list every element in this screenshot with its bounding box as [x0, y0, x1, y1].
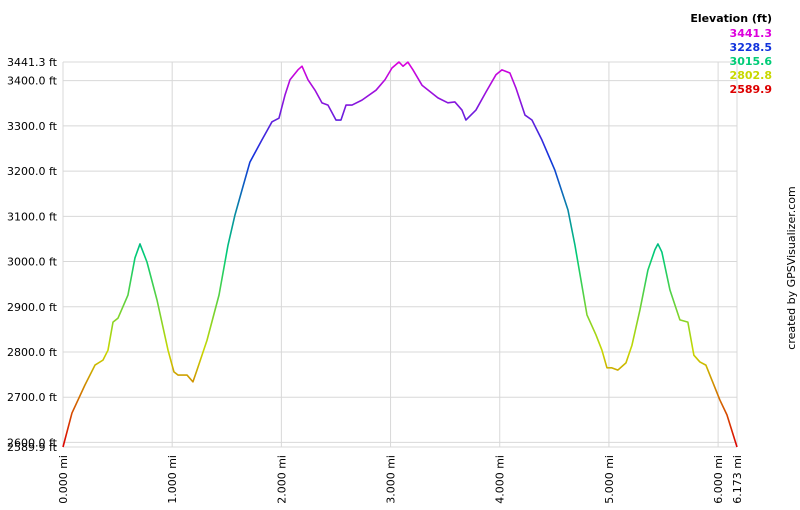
x-tick-label: 3.000 mi: [385, 455, 398, 504]
legend-value: 3441.3: [730, 27, 772, 40]
y-tick-label: 2800.0 ft: [7, 346, 58, 359]
y-tick-label: 2700.0 ft: [7, 391, 58, 404]
y-tick-label: 2589.9 ft: [7, 441, 58, 454]
y-tick-label: 3300.0 ft: [7, 120, 58, 133]
legend-value: 3015.6: [730, 55, 773, 68]
x-tick-label: 2.000 mi: [275, 455, 288, 504]
x-tick-label: 5.000 mi: [603, 455, 616, 504]
x-tick-label: 0.000 mi: [57, 455, 70, 504]
y-tick-label: 3100.0 ft: [7, 210, 58, 223]
y-tick-label: 3000.0 ft: [7, 256, 58, 269]
y-tick-label: 2900.0 ft: [7, 301, 58, 314]
legend-value: 2802.8: [730, 69, 772, 82]
legend-value: 3228.5: [730, 41, 772, 54]
y-tick-label: 3200.0 ft: [7, 165, 58, 178]
credit: created by GPSVisualizer.com: [785, 186, 798, 349]
legend-value: 2589.9: [730, 83, 772, 96]
x-tick-label: 6.173 mi: [731, 455, 744, 504]
y-tick-label: 3441.3 ft: [7, 56, 58, 69]
y-tick-label: 3400.0 ft: [7, 75, 58, 88]
legend-title: Elevation (ft): [690, 12, 772, 25]
x-tick-label: 4.000 mi: [494, 455, 507, 504]
y-tick-label: 2600.0 ft: [7, 436, 58, 449]
x-tick-label: 6.000 mi: [712, 455, 725, 504]
elevation-line: [62, 61, 738, 448]
x-tick-label: 1.000 mi: [166, 455, 179, 504]
